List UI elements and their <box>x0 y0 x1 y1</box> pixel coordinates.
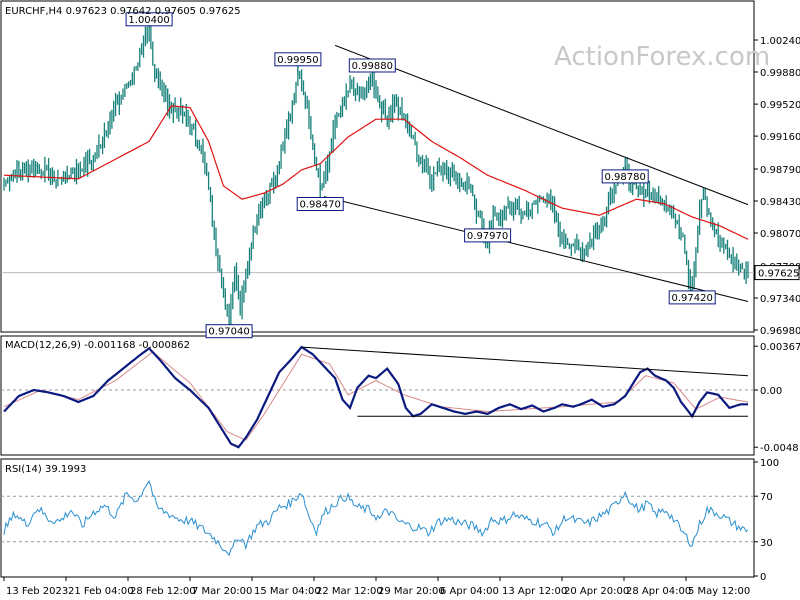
time-axis-label: 5 May 12:00 <box>688 586 750 597</box>
swing-label: 0.98470 <box>300 200 341 211</box>
swing-label-box <box>274 52 322 67</box>
macd-axis-label: 0.00 <box>760 386 782 397</box>
price-axis-label: 0.98070 <box>760 229 800 240</box>
ohlc-open: 0.97623 <box>66 6 107 17</box>
rsi-axis-label: 0 <box>760 572 766 583</box>
time-axis-label: 7 Mar 20:00 <box>192 586 252 597</box>
rsi-line <box>3 480 749 557</box>
price-axis-label: 0.99160 <box>760 132 800 143</box>
ohlc-high: 0.97642 <box>110 6 151 17</box>
price-title: EURCHF,H4 0.97623 0.97642 0.97605 0.9762… <box>5 6 241 17</box>
price-axis-label: 0.97340 <box>760 294 800 305</box>
macd-line <box>3 345 748 449</box>
time-axis-label: 15 Mar 04:00 <box>254 586 321 597</box>
price-axis-label: 0.98430 <box>760 197 800 208</box>
price-axis-label: 0.98790 <box>760 165 800 176</box>
ohlc-close: 0.97625 <box>199 6 240 17</box>
rsi-title: RSI(14) 39.1993 <box>5 464 86 475</box>
price-axis-label: 0.96980 <box>760 326 800 337</box>
swing-label: 0.97040 <box>208 327 249 338</box>
rsi-axis-label: 70 <box>760 492 773 503</box>
swing-label-box <box>296 197 344 211</box>
time-axis-label: 22 Mar 12:00 <box>316 586 383 597</box>
time-axis-label: 21 Feb 04:00 <box>68 586 134 597</box>
ohlc-low: 0.97605 <box>155 6 196 17</box>
current-price-label: 0.97625 <box>758 269 799 280</box>
swing-label: 1.00400 <box>128 15 169 26</box>
current-price-box <box>754 265 800 281</box>
svg-text:EURCHF,H4 0.97623 0.97642 0.97: EURCHF,H4 0.97623 0.97642 0.97605 0.9762… <box>5 6 241 17</box>
macd-series-layer <box>1 345 754 449</box>
time-axis-label: 13 Feb 2023 <box>6 586 68 597</box>
macd-title: MACD(12,26,9) -0.001168 -0.000862 <box>5 340 190 351</box>
symbol-timeframe: EURCHF,H4 <box>5 6 62 17</box>
swing-label-box <box>205 324 253 339</box>
time-axis-label: 29 Mar 20:00 <box>378 586 445 597</box>
rsi-series-layer <box>1 480 754 557</box>
time-axis-label: 6 Apr 04:00 <box>440 586 499 597</box>
time-axis-label: 28 Feb 12:00 <box>130 586 196 597</box>
swing-label: 0.97970 <box>467 231 508 242</box>
moving-average-line <box>3 105 749 240</box>
price-series-layer: 1.00400 0.99950 0.99880 0.98470 0.98780 0.979… <box>1 12 754 339</box>
swing-label-box <box>601 169 649 184</box>
macd-axis-label: -0.0048 <box>760 443 799 454</box>
price-trendline <box>334 44 749 206</box>
rsi-axis-label: 100 <box>760 458 779 469</box>
macd-axis-label: 0.003679 <box>760 342 800 353</box>
macd-panel <box>0 335 755 456</box>
time-axis-label: 13 Apr 12:00 <box>502 586 567 597</box>
swing-label: 0.98780 <box>605 172 646 183</box>
price-trendline <box>323 196 749 302</box>
swing-label-box <box>348 58 396 73</box>
swing-label: 0.99950 <box>277 55 318 66</box>
swing-label: 0.99880 <box>352 61 393 72</box>
rsi-axis-label: 30 <box>760 538 773 549</box>
rsi-panel <box>0 458 755 578</box>
macd-trendline <box>301 346 749 377</box>
price-axis-label: 0.99520 <box>760 100 800 111</box>
price-axis-label: 0.99880 <box>760 68 800 79</box>
watermark: ActionForex.com <box>554 42 770 72</box>
price-axis-label: 1.00240 <box>760 36 800 47</box>
swing-label-box <box>125 12 173 27</box>
time-axis-label: 28 Apr 04:00 <box>626 586 691 597</box>
swing-label-box <box>668 290 716 305</box>
swing-label: 0.97420 <box>672 293 713 304</box>
swing-label-box <box>464 228 512 243</box>
axis-layer: 1.00240 0.99880 0.99520 0.99160 0.98790 0.984… <box>3 36 800 597</box>
time-axis-label: 20 Apr 20:00 <box>564 586 629 597</box>
